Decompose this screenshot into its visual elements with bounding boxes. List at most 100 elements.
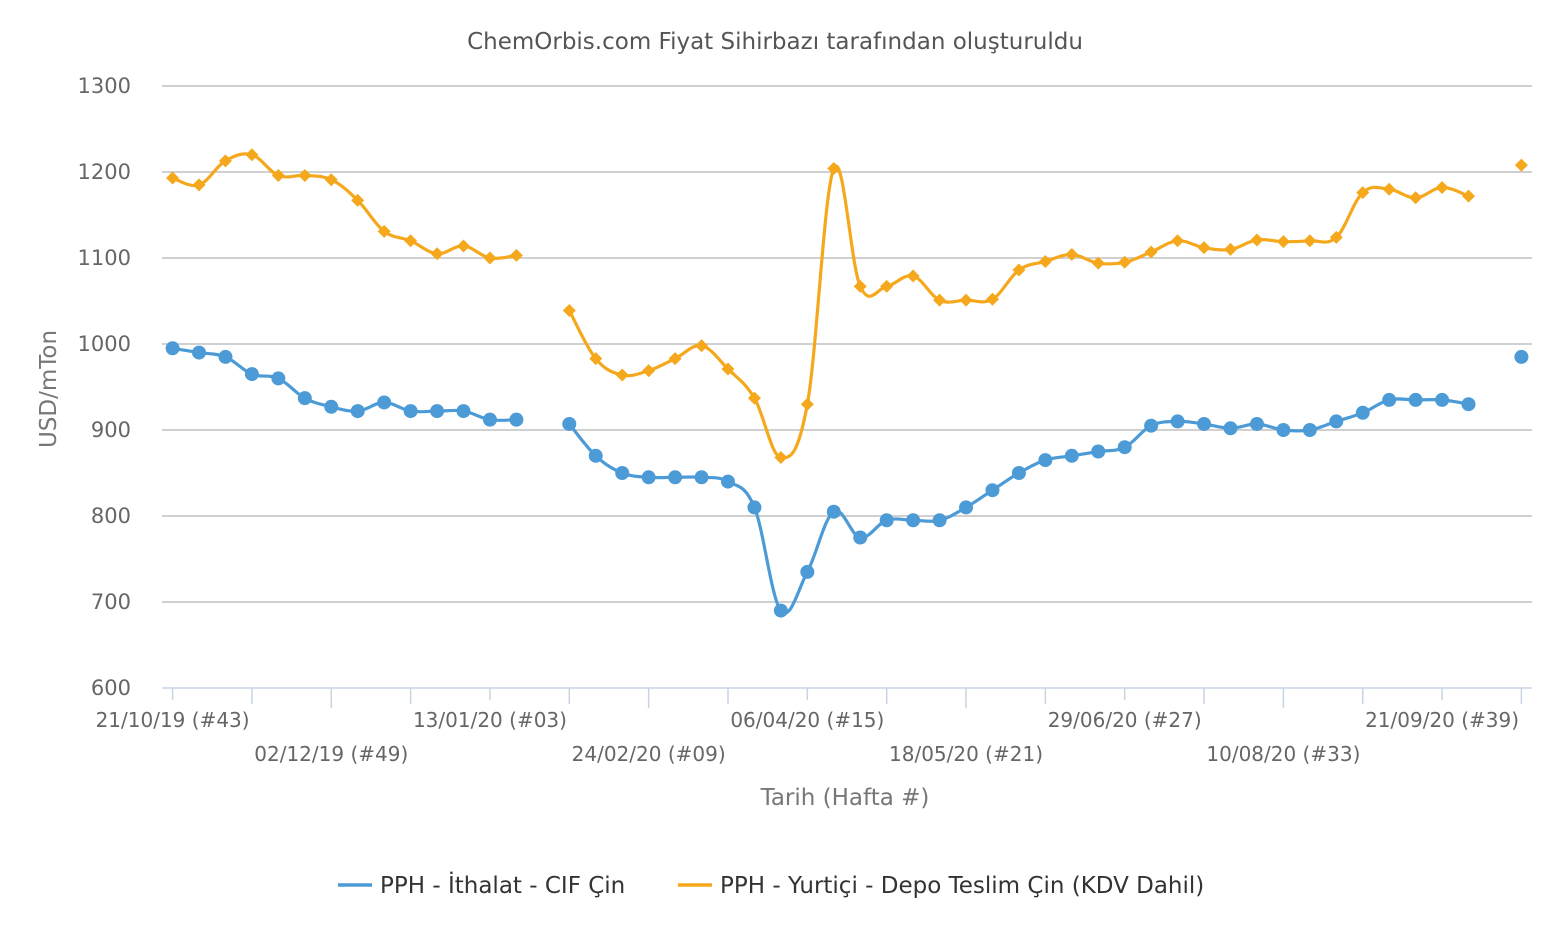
- data-point[interactable]: [589, 352, 603, 366]
- data-point[interactable]: [1382, 182, 1396, 196]
- data-point[interactable]: [1223, 242, 1237, 256]
- data-point[interactable]: [324, 399, 339, 414]
- data-point[interactable]: [298, 168, 312, 182]
- data-point[interactable]: [562, 303, 576, 317]
- data-point[interactable]: [430, 247, 444, 261]
- data-point[interactable]: [959, 293, 973, 307]
- data-point[interactable]: [1118, 255, 1132, 269]
- data-point[interactable]: [562, 416, 577, 431]
- data-point[interactable]: [1144, 245, 1158, 259]
- data-point[interactable]: [1329, 230, 1343, 244]
- data-point[interactable]: [588, 448, 603, 463]
- data-point[interactable]: [1197, 241, 1211, 255]
- data-point[interactable]: [351, 193, 365, 207]
- legend[interactable]: PPH - İthalat - CIF Çin PPH - Yurtiçi - D…: [338, 871, 1204, 899]
- data-point[interactable]: [1038, 254, 1052, 268]
- data-point[interactable]: [800, 564, 815, 579]
- data-point[interactable]: [774, 451, 788, 465]
- data-point[interactable]: [747, 391, 761, 405]
- data-point[interactable]: [1462, 189, 1476, 203]
- data-point[interactable]: [509, 412, 524, 427]
- data-point[interactable]: [192, 178, 206, 192]
- data-point[interactable]: [959, 500, 974, 515]
- data-point[interactable]: [933, 293, 947, 307]
- data-point[interactable]: [1012, 263, 1026, 277]
- data-point[interactable]: [165, 341, 180, 356]
- data-point[interactable]: [456, 404, 471, 419]
- data-point[interactable]: [1250, 233, 1264, 247]
- data-point[interactable]: [1276, 235, 1290, 249]
- legend-item[interactable]: PPH - İthalat - CIF Çin: [338, 871, 625, 899]
- data-point[interactable]: [985, 292, 999, 306]
- data-point[interactable]: [747, 500, 762, 515]
- data-point[interactable]: [694, 470, 709, 485]
- data-point[interactable]: [1408, 392, 1423, 407]
- data-point[interactable]: [1435, 392, 1450, 407]
- data-point[interactable]: [826, 504, 841, 519]
- data-point[interactable]: [1409, 191, 1423, 205]
- data-point[interactable]: [1329, 414, 1344, 429]
- data-point[interactable]: [1144, 418, 1159, 433]
- data-point[interactable]: [1091, 256, 1105, 270]
- data-point[interactable]: [1382, 392, 1397, 407]
- data-point[interactable]: [879, 513, 894, 528]
- data-point[interactable]: [668, 470, 683, 485]
- data-point[interactable]: [244, 367, 259, 382]
- data-point[interactable]: [1170, 414, 1185, 429]
- data-point[interactable]: [615, 368, 629, 382]
- data-point[interactable]: [1091, 444, 1106, 459]
- data-point[interactable]: [1117, 440, 1132, 455]
- data-point[interactable]: [1355, 405, 1370, 420]
- data-point[interactable]: [324, 173, 338, 187]
- data-point[interactable]: [668, 352, 682, 366]
- data-point[interactable]: [457, 239, 471, 253]
- data-point[interactable]: [800, 397, 814, 411]
- data-point[interactable]: [853, 530, 868, 545]
- data-point[interactable]: [403, 404, 418, 419]
- data-point[interactable]: [906, 513, 921, 528]
- data-point[interactable]: [853, 279, 867, 293]
- data-point[interactable]: [1461, 397, 1476, 412]
- data-point[interactable]: [218, 154, 232, 168]
- data-point[interactable]: [1302, 423, 1317, 437]
- data-point[interactable]: [642, 364, 656, 378]
- data-point[interactable]: [641, 470, 656, 485]
- data-point[interactable]: [1249, 416, 1264, 431]
- data-point[interactable]: [1171, 234, 1185, 248]
- data-point[interactable]: [350, 404, 365, 419]
- data-point[interactable]: [1303, 234, 1317, 248]
- data-point[interactable]: [482, 412, 497, 427]
- data-point[interactable]: [1197, 416, 1212, 431]
- data-point[interactable]: [1065, 248, 1079, 262]
- legend-item[interactable]: PPH - Yurtiçi - Depo Teslim Çin (KDV Dah…: [678, 873, 1204, 899]
- data-point[interactable]: [827, 162, 841, 176]
- data-point[interactable]: [721, 362, 735, 376]
- data-point[interactable]: [615, 466, 630, 480]
- data-point[interactable]: [1011, 466, 1026, 480]
- data-point[interactable]: [218, 349, 233, 364]
- data-point[interactable]: [404, 234, 418, 248]
- data-point[interactable]: [1514, 158, 1528, 172]
- data-point[interactable]: [377, 395, 392, 410]
- data-point[interactable]: [297, 391, 312, 406]
- data-point[interactable]: [509, 248, 523, 262]
- data-point[interactable]: [906, 269, 920, 283]
- data-point[interactable]: [695, 339, 709, 353]
- data-point[interactable]: [1223, 421, 1238, 436]
- data-point[interactable]: [1276, 423, 1291, 437]
- data-point[interactable]: [271, 371, 286, 386]
- data-point[interactable]: [1514, 349, 1529, 364]
- data-point[interactable]: [166, 171, 180, 185]
- data-point[interactable]: [271, 168, 285, 182]
- data-point[interactable]: [880, 279, 894, 293]
- data-point[interactable]: [192, 345, 207, 360]
- data-point[interactable]: [377, 224, 391, 238]
- data-point[interactable]: [483, 251, 497, 265]
- data-point[interactable]: [1064, 448, 1079, 463]
- data-point[interactable]: [1038, 453, 1053, 468]
- data-point[interactable]: [1356, 186, 1370, 200]
- data-point[interactable]: [773, 603, 788, 618]
- data-point[interactable]: [245, 148, 259, 162]
- data-point[interactable]: [720, 474, 735, 489]
- data-point[interactable]: [932, 513, 947, 528]
